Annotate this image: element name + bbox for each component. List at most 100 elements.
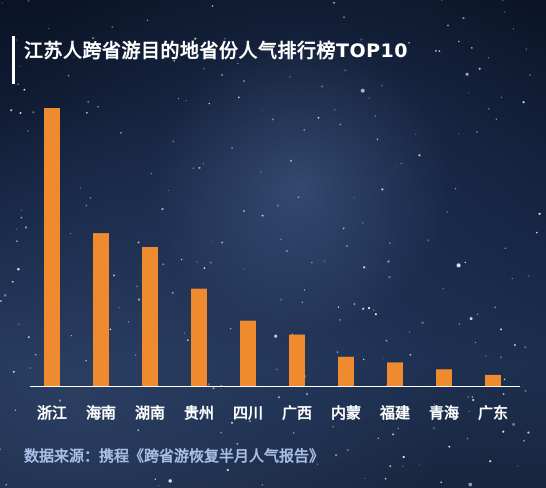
star [418, 464, 421, 467]
star [275, 368, 278, 371]
star [303, 289, 306, 291]
star [20, 216, 23, 219]
star [494, 306, 497, 309]
star [171, 292, 174, 294]
star [317, 116, 320, 119]
star [0, 300, 2, 302]
star [476, 131, 478, 133]
star [454, 187, 457, 190]
star [381, 84, 383, 87]
star [432, 427, 435, 430]
star [224, 38, 226, 40]
star [161, 208, 164, 211]
star [119, 131, 122, 134]
x-tick-label: 湖南 [135, 404, 165, 422]
star [343, 16, 345, 18]
star [512, 28, 515, 30]
star [342, 227, 345, 230]
star [502, 430, 505, 433]
star [69, 232, 71, 235]
star [442, 288, 444, 290]
star [118, 306, 120, 309]
star [499, 328, 503, 331]
star [440, 481, 443, 484]
star [503, 378, 506, 381]
star [527, 431, 530, 434]
star [466, 437, 469, 440]
x-tick-label: 青海 [429, 404, 459, 422]
star [321, 85, 324, 88]
star [128, 321, 130, 323]
star [192, 167, 195, 170]
star [468, 482, 473, 487]
star [535, 231, 538, 234]
star [388, 276, 391, 279]
star [504, 247, 506, 249]
star [487, 57, 489, 59]
star [203, 267, 206, 269]
star [297, 196, 300, 199]
star [19, 65, 21, 67]
star [374, 313, 377, 316]
star [220, 432, 222, 434]
star [137, 241, 140, 244]
star [99, 407, 102, 410]
star [339, 123, 342, 126]
star [456, 263, 461, 268]
star [15, 39, 17, 41]
star [146, 19, 149, 22]
star [113, 274, 116, 277]
star [154, 478, 156, 480]
star [202, 163, 204, 165]
star [435, 49, 437, 52]
star [177, 97, 180, 100]
star [229, 328, 232, 330]
star [469, 317, 473, 321]
star [89, 197, 92, 199]
title-accent-bar [12, 36, 15, 84]
star [137, 429, 140, 432]
star [3, 293, 7, 297]
star [344, 69, 347, 72]
bar-4 [240, 320, 256, 386]
star [489, 460, 492, 463]
star [458, 133, 460, 135]
star [293, 432, 295, 434]
star [362, 358, 365, 361]
star [512, 422, 516, 426]
star [17, 83, 20, 86]
star [447, 24, 449, 27]
star [243, 80, 245, 82]
star [92, 37, 94, 39]
star [16, 240, 18, 242]
star [85, 359, 88, 362]
star [525, 48, 528, 50]
star [528, 275, 530, 277]
star [27, 336, 30, 339]
x-tick-label: 海南 [86, 404, 116, 422]
star [478, 67, 481, 70]
star [380, 409, 382, 411]
star [34, 353, 37, 356]
star [24, 226, 28, 229]
x-tick-label: 浙江 [37, 404, 67, 422]
star [158, 484, 160, 487]
chart-title: 江苏人跨省游目的地省份人气排行榜TOP10 [24, 40, 408, 62]
star [21, 209, 22, 211]
star [303, 129, 305, 131]
star [389, 465, 392, 467]
star [384, 477, 387, 480]
star [10, 109, 13, 112]
star [19, 112, 22, 114]
star [280, 298, 282, 301]
star [259, 171, 262, 173]
bar-7 [387, 362, 403, 386]
star [408, 42, 410, 44]
star [337, 306, 340, 308]
bar-6 [338, 356, 354, 386]
star [346, 448, 349, 452]
star [414, 133, 417, 136]
star [529, 74, 531, 76]
star [29, 367, 32, 369]
